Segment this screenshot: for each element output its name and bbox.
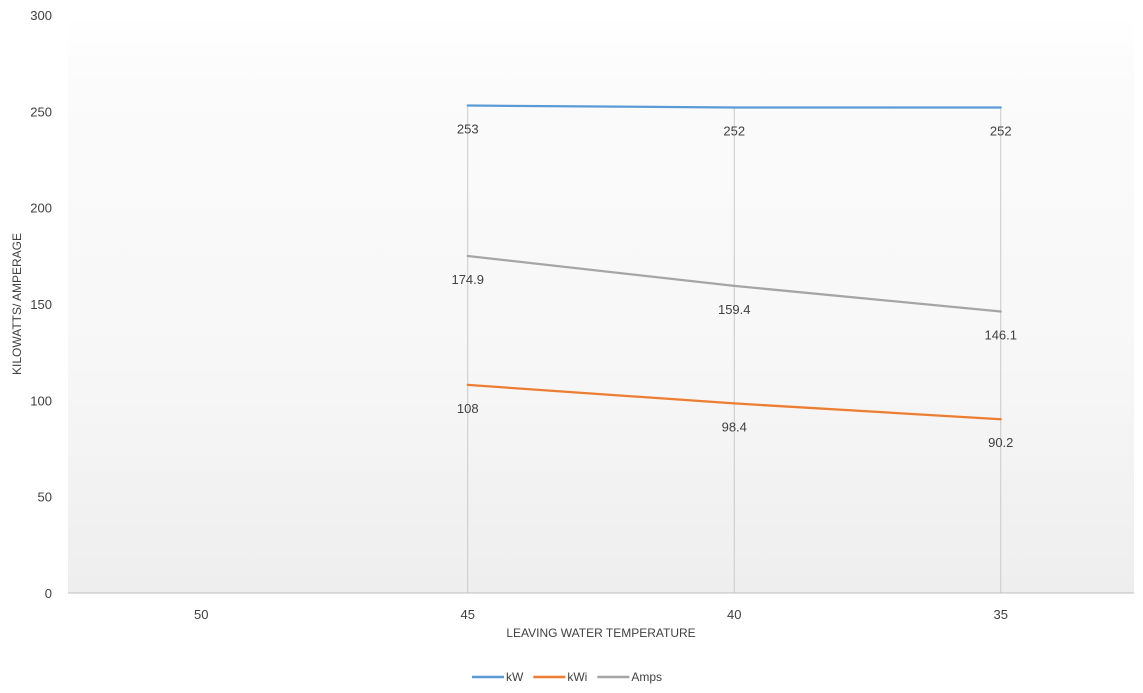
x-tick-label: 35 <box>994 607 1008 622</box>
y-tick-label: 300 <box>30 8 52 23</box>
x-axis-title: LEAVING WATER TEMPERATURE <box>506 626 695 640</box>
data-label: 159.4 <box>718 302 751 317</box>
data-label: 252 <box>990 123 1012 138</box>
x-tick-label: 45 <box>461 607 475 622</box>
drop-lines <box>467 105 1002 593</box>
series-line-kw <box>466 104 1002 109</box>
y-tick-label: 50 <box>38 490 52 505</box>
y-tick-label: 150 <box>30 297 52 312</box>
y-tick-label: 250 <box>30 104 52 119</box>
series-line-kwi <box>466 383 1002 421</box>
plot-area <box>68 15 1134 593</box>
data-label: 98.4 <box>722 419 747 434</box>
y-tick-label: 0 <box>45 586 52 601</box>
data-label: 252 <box>723 123 745 138</box>
legend: kW kWi Amps <box>472 670 662 684</box>
series-lines <box>466 104 1002 421</box>
legend-label: Amps <box>631 670 662 684</box>
legend-label: kWi <box>567 670 587 684</box>
y-tick-label: 100 <box>30 393 52 408</box>
y-tick-label: 200 <box>30 201 52 216</box>
y-axis-ticks: 0 50 100 150 200 250 300 <box>30 8 52 601</box>
x-tick-label: 40 <box>727 607 741 622</box>
data-label: 174.9 <box>451 272 484 287</box>
data-label: 253 <box>457 122 479 137</box>
data-labels: 253 252 252 108 98.4 90.2 174.9 159.4 146.1 <box>451 122 1017 451</box>
data-label: 90.2 <box>988 435 1013 450</box>
x-tick-label: 50 <box>194 607 208 622</box>
data-label: 108 <box>457 401 479 416</box>
legend-label: kW <box>506 670 524 684</box>
x-axis-ticks: 50 45 40 35 <box>194 607 1008 622</box>
data-label: 146.1 <box>984 328 1017 343</box>
series-line-amps <box>466 254 1002 313</box>
y-axis-title: KILOWATTS/ AMPERAGE <box>10 233 24 375</box>
